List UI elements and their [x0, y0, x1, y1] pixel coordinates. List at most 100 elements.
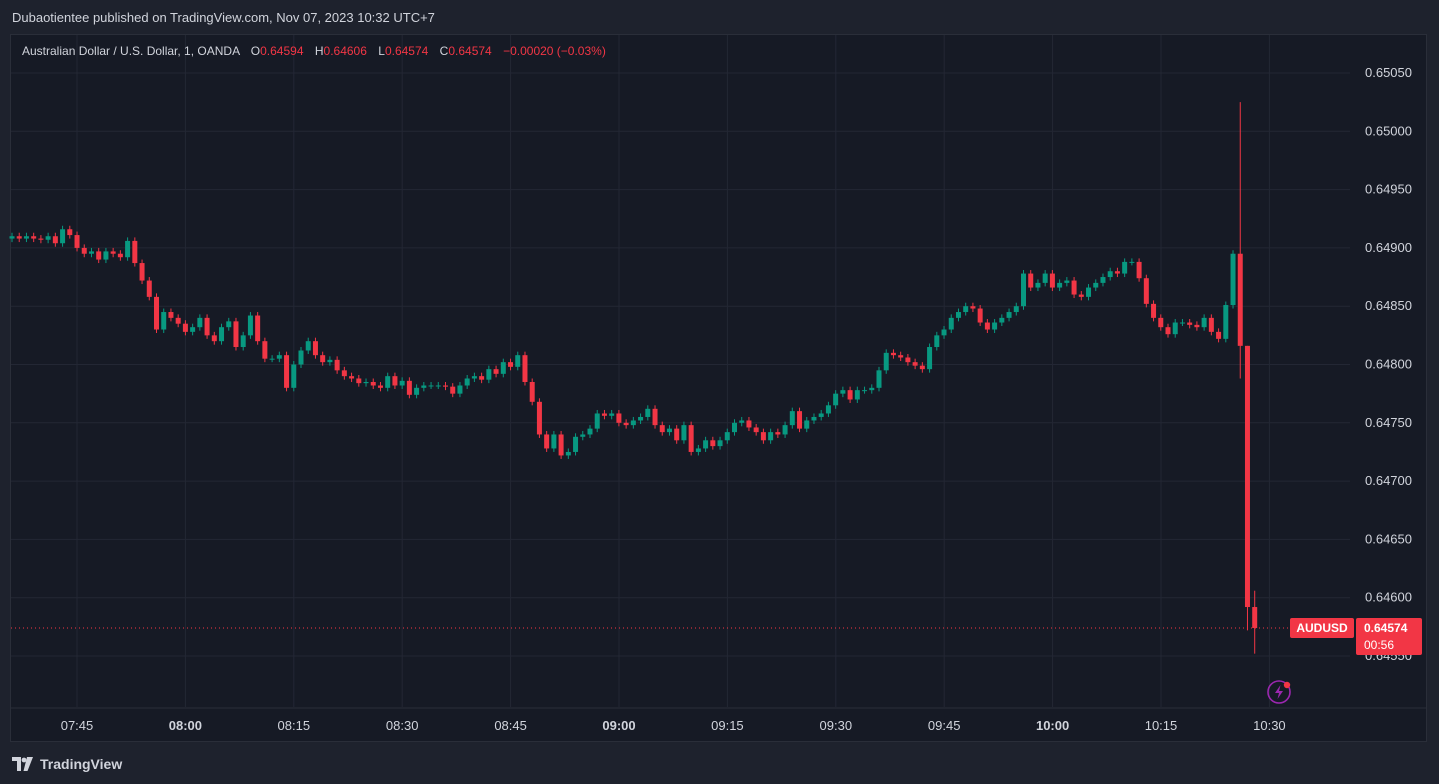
candle-body [681, 425, 687, 441]
candle-body [377, 385, 383, 388]
candle-body [132, 240, 138, 264]
price-tick-label: 0.65050 [1365, 65, 1412, 80]
candle-body [912, 362, 918, 366]
low-value: 0.64574 [384, 44, 429, 58]
candle-body [255, 315, 261, 342]
publish-info: Dubaotientee published on TradingView.co… [12, 10, 435, 25]
candle-body [341, 370, 347, 377]
candle-body [1129, 261, 1135, 263]
candle-body [536, 401, 542, 435]
candle-body [1143, 278, 1149, 304]
candle-body [428, 385, 434, 387]
brand-label: TradingView [40, 756, 123, 772]
candle-body [1179, 322, 1185, 324]
candle-body [890, 352, 896, 356]
candle-body [168, 312, 174, 318]
candle-body [1035, 282, 1041, 288]
candle-body [479, 376, 485, 380]
lightning-icon[interactable] [1266, 679, 1292, 705]
candle-body [984, 322, 990, 330]
candle-body [1093, 282, 1099, 288]
candle-body [421, 385, 427, 388]
candle-body [240, 335, 246, 348]
candle-body [746, 420, 752, 428]
candle-body [60, 229, 66, 244]
candle-body [927, 347, 933, 370]
high-value: 0.64606 [323, 44, 367, 58]
candle-body [710, 440, 716, 447]
price-axis[interactable]: 0.65050 0.65000 0.64950 0.64900 0.64850 0.648… [1365, 65, 1412, 663]
candle-body [1136, 261, 1142, 279]
candle-body [1078, 294, 1084, 297]
candle-body [1042, 273, 1048, 283]
time-tick-label: 10:15 [1145, 718, 1178, 733]
candle-body [349, 376, 355, 379]
candle-body [623, 422, 629, 426]
price-badge: AUDUSD 0.64574 00:56 [1290, 618, 1422, 655]
candle-body [450, 386, 456, 394]
candle-body [695, 448, 701, 452]
candle-body [1006, 312, 1012, 318]
candle-body [999, 317, 1005, 323]
candle-body [1028, 273, 1034, 288]
candle-body [833, 393, 839, 406]
candle-body [88, 251, 94, 254]
candle-body [854, 390, 860, 400]
candle-body [941, 329, 947, 336]
price-badge-value: 0.64574 [1364, 621, 1408, 635]
candle-body [760, 432, 766, 441]
candle-body [154, 296, 159, 330]
candle-body [471, 376, 477, 379]
candle-body [81, 247, 87, 254]
candle-body [847, 390, 853, 400]
candle-body [565, 451, 571, 456]
symbol-badge-bg [1290, 618, 1354, 638]
price-tick-label: 0.65000 [1365, 123, 1412, 138]
candle-body [724, 432, 730, 441]
candle-body [616, 413, 622, 423]
price-chart[interactable]: 0.65050 0.65000 0.64950 0.64900 0.64850 0.648… [0, 0, 1439, 742]
price-tick-label: 0.64800 [1365, 357, 1412, 372]
candle-body [74, 235, 80, 248]
symbol-badge-label: AUDUSD [1296, 621, 1348, 635]
tradingview-logo[interactable]: TradingView [12, 756, 122, 772]
candle-body [190, 327, 196, 332]
candle-body [247, 315, 253, 336]
candlesticks [9, 102, 1258, 654]
time-axis[interactable]: 07:45 08:00 08:15 08:30 08:45 09:00 09:15 09:30… [61, 718, 1286, 733]
candle-body [356, 378, 362, 384]
candle-body [175, 317, 181, 324]
candle-body [197, 317, 203, 328]
candle-body [1021, 273, 1026, 307]
candle-body [587, 428, 593, 435]
candle-body [110, 251, 116, 254]
candle-body [840, 390, 846, 394]
candle-body [818, 413, 824, 417]
candle-body [782, 425, 788, 435]
candle-body [464, 378, 470, 386]
candle-body [1086, 287, 1092, 297]
candle-body [688, 425, 694, 452]
price-tick-label: 0.64850 [1365, 298, 1412, 313]
symbol-description[interactable]: Australian Dollar / U.S. Dollar, 1, OAND… [22, 44, 240, 58]
chart-frame[interactable] [10, 34, 1427, 742]
price-tick-label: 0.64750 [1365, 415, 1412, 430]
candle-body [233, 321, 239, 348]
candle-body [674, 428, 680, 441]
candle-body [638, 416, 644, 421]
price-tick-label: 0.64600 [1365, 590, 1412, 605]
time-tick-label: 10:30 [1253, 718, 1286, 733]
price-tick-label: 0.64650 [1365, 531, 1412, 546]
candle-body [486, 369, 492, 380]
candle-body [414, 387, 420, 395]
tradingview-logo-icon [12, 757, 33, 771]
candle-body [1100, 277, 1106, 283]
time-tick-label: 08:00 [169, 718, 202, 733]
candle-body [125, 240, 131, 258]
candle-body [630, 420, 636, 426]
open-value: 0.64594 [260, 44, 304, 58]
time-tick-label: 09:45 [928, 718, 961, 733]
candle-body [443, 385, 448, 387]
candle-body [883, 352, 889, 371]
candle-body [739, 420, 745, 423]
